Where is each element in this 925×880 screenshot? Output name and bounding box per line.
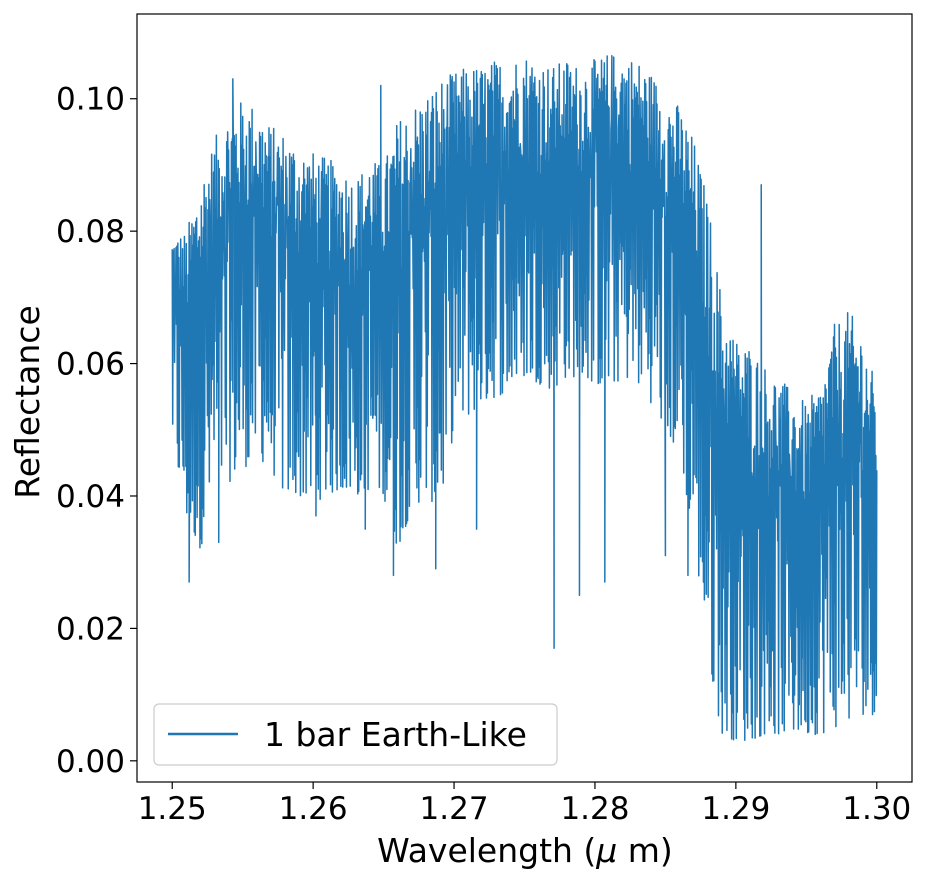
- x-axis-label: Wavelength (μ m): [377, 831, 673, 870]
- legend: 1 bar Earth-Like: [153, 703, 558, 766]
- y-tick-label: 0.04: [56, 479, 125, 515]
- y-tick-label: 0.00: [56, 744, 125, 780]
- y-tick-label: 0.06: [56, 347, 125, 383]
- series-layer: [171, 54, 878, 741]
- y-tick-label: 0.08: [56, 214, 125, 250]
- x-tick-label: 1.27: [420, 791, 489, 827]
- plot-frame: [136, 13, 913, 783]
- x-tick-label: 1.29: [701, 791, 770, 827]
- x-tick-label: 1.28: [560, 791, 629, 827]
- legend-label: 1 bar Earth-Like: [264, 715, 527, 754]
- y-axis-label: Reflectance: [8, 305, 47, 499]
- legend-box: [153, 703, 558, 766]
- series-line-1-bar-earth-like: [171, 54, 878, 741]
- x-axis: 1.25 1.26 1.27 1.28 1.29 1.30: [138, 782, 911, 827]
- y-axis: 0.00 0.02 0.04 0.06 0.08 0.10: [56, 82, 137, 780]
- x-tick-label: 1.26: [279, 791, 348, 827]
- y-tick-label: 0.10: [56, 82, 125, 118]
- y-tick-label: 0.02: [56, 611, 125, 647]
- x-tick-label: 1.25: [138, 791, 207, 827]
- x-tick-label: 1.30: [842, 791, 911, 827]
